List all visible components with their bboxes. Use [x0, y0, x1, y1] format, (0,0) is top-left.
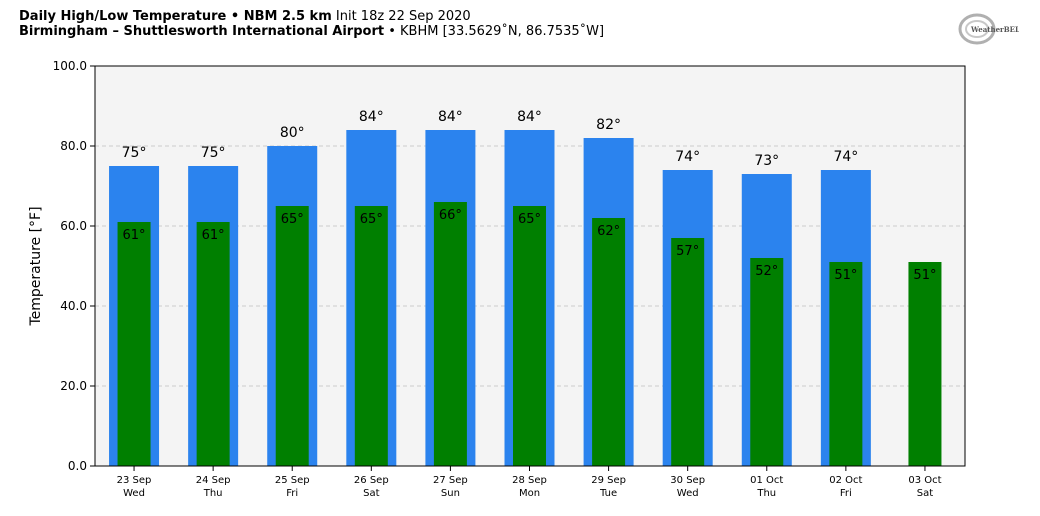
- x-tick-weekday: Fri: [840, 488, 852, 499]
- weatherbell-logo-icon: WeatherBELL: [958, 13, 1019, 45]
- low-bar: [750, 258, 784, 466]
- y-tick-label: 100.0: [53, 59, 87, 73]
- x-tick-label: 02 Oct: [829, 475, 862, 486]
- y-tick-label: 80.0: [60, 139, 87, 153]
- y-tick-label: 20.0: [60, 379, 87, 393]
- header-line-2: Birmingham – Shuttlesworth International…: [19, 24, 604, 39]
- x-tick-label: 26 Sep: [354, 475, 389, 486]
- low-label: 61°: [202, 228, 225, 243]
- x-tick-weekday: Sat: [917, 488, 933, 499]
- y-tick-label: 40.0: [60, 299, 87, 313]
- header-init-time: Init 18z 22 Sep 2020: [335, 9, 471, 24]
- low-bar: [671, 238, 705, 466]
- header-location: Birmingham – Shuttlesworth International…: [19, 24, 385, 39]
- x-tick-label: 01 Oct: [750, 475, 783, 486]
- low-bar: [829, 262, 863, 466]
- low-bar: [513, 206, 546, 466]
- header-line-1: Daily High/Low Temperature • NBM 2.5 km …: [19, 9, 604, 24]
- low-label: 57°: [676, 244, 699, 259]
- low-bar: [592, 218, 626, 466]
- x-tick-weekday: Sun: [441, 488, 460, 499]
- low-label: 52°: [755, 264, 778, 279]
- x-tick-weekday: Sat: [363, 488, 379, 499]
- x-tick-weekday: Wed: [123, 488, 145, 499]
- high-label: 80°: [280, 125, 305, 141]
- low-label: 65°: [281, 212, 304, 227]
- x-tick-label: 29 Sep: [591, 475, 626, 486]
- x-tick-label: 03 Oct: [908, 475, 941, 486]
- high-label: 73°: [754, 153, 779, 169]
- low-label: 66°: [439, 208, 462, 223]
- x-tick-weekday: Fri: [286, 488, 298, 499]
- header-station: • KBHM [33.5629˚N, 86.7535˚W]: [388, 24, 605, 39]
- high-label: 82°: [596, 117, 621, 133]
- y-tick-label: 60.0: [60, 219, 87, 233]
- x-tick-weekday: Tue: [599, 488, 617, 499]
- low-bar: [117, 222, 151, 466]
- low-label: 51°: [834, 268, 857, 283]
- high-label: 74°: [833, 149, 858, 165]
- x-tick-label: 30 Sep: [670, 475, 705, 486]
- x-tick-label: 28 Sep: [512, 475, 547, 486]
- x-tick-weekday: Thu: [203, 488, 223, 499]
- low-bar: [433, 202, 467, 466]
- chart-header: Daily High/Low Temperature • NBM 2.5 km …: [19, 9, 604, 39]
- low-label: 51°: [913, 268, 936, 283]
- low-bar: [908, 262, 942, 466]
- x-tick-label: 27 Sep: [433, 475, 468, 486]
- high-label: 84°: [359, 109, 384, 125]
- header-title: Daily High/Low Temperature • NBM 2.5 km: [19, 9, 332, 24]
- high-label: 84°: [517, 109, 542, 125]
- low-bar: [275, 206, 309, 466]
- x-tick-label: 23 Sep: [117, 475, 152, 486]
- low-bar: [196, 222, 230, 466]
- low-bar: [354, 206, 388, 466]
- y-tick-label: 0.0: [68, 459, 87, 473]
- high-label: 75°: [201, 145, 226, 161]
- x-tick-label: 24 Sep: [196, 475, 231, 486]
- low-label: 61°: [123, 228, 146, 243]
- y-axis-label: Temperature [°F]: [28, 206, 44, 326]
- plot-frame: [94, 65, 966, 467]
- high-label: 75°: [122, 145, 147, 161]
- high-label: 74°: [675, 149, 700, 165]
- low-label: 65°: [360, 212, 383, 227]
- x-tick-label: 25 Sep: [275, 475, 310, 486]
- low-label: 62°: [597, 224, 620, 239]
- x-tick-weekday: Thu: [756, 488, 776, 499]
- low-label: 65°: [518, 212, 541, 227]
- high-label: 84°: [438, 109, 463, 125]
- svg-text:WeatherBELL: WeatherBELL: [970, 25, 1019, 34]
- x-tick-weekday: Mon: [519, 488, 540, 499]
- x-tick-weekday: Wed: [677, 488, 699, 499]
